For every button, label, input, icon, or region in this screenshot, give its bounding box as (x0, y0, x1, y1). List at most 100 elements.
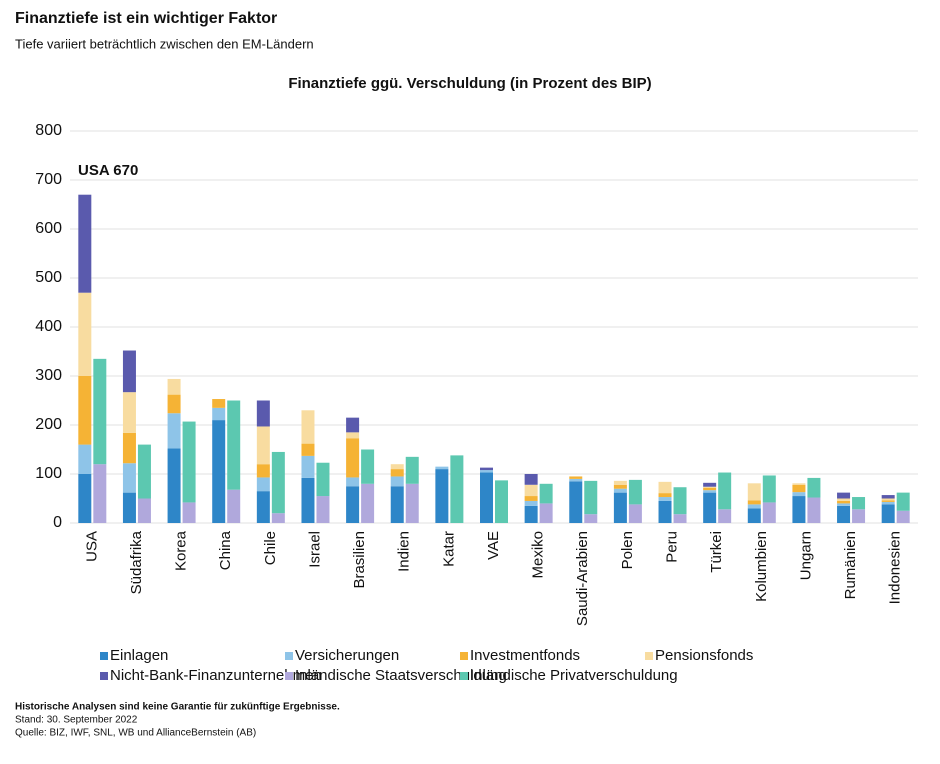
x-tick-label: Israel (306, 531, 323, 568)
bar-segment (613, 484, 627, 489)
bar-segment (628, 504, 642, 523)
bar-segment (271, 451, 285, 514)
y-tick-label: 600 (35, 220, 62, 237)
bar-segment (301, 410, 315, 444)
bar-segment (212, 407, 226, 421)
bar-segment (361, 449, 375, 484)
bar-segment (524, 500, 538, 506)
bar-segment (122, 463, 136, 493)
bar-segment (480, 467, 493, 471)
bar-segment (361, 483, 375, 523)
bar-segment (167, 413, 181, 449)
bar-segment (450, 455, 464, 523)
bar-segment (762, 475, 776, 503)
bar-segment (480, 470, 493, 473)
bar-segment (673, 514, 687, 523)
bar-segment (762, 502, 776, 523)
bar-segment (390, 486, 404, 523)
bar-segment (658, 497, 672, 501)
bar-segment (301, 477, 315, 523)
legend-label: Versicherungen (295, 647, 399, 664)
title: Finanztiefe ist ein wichtiger Faktor (15, 10, 277, 27)
bar-segment (122, 350, 136, 393)
legend-swatch (460, 672, 468, 680)
x-tick-label: Chile (262, 531, 279, 565)
bar-segment (137, 444, 151, 499)
bar-segment (495, 480, 508, 523)
chart-title: Finanztiefe ggü. Verschuldung (in Prozen… (288, 75, 651, 92)
legend-label: Inländische Staatsverschuldung (295, 667, 507, 684)
y-tick-label: 800 (35, 122, 62, 139)
bar-segment (837, 505, 851, 523)
bar-segment (613, 492, 627, 523)
bar-segment (881, 504, 895, 523)
bar-segment (390, 464, 404, 470)
bar-segment (807, 497, 821, 523)
legend-swatch (285, 672, 293, 680)
bar-segment (792, 484, 806, 493)
bar-segment (703, 486, 717, 488)
bar-segment (747, 508, 761, 523)
x-tick-label: Korea (173, 530, 190, 571)
bar-segment (346, 417, 360, 433)
bar-segment (301, 455, 315, 478)
bar-segment (896, 510, 910, 523)
y-tick-label: 500 (35, 269, 62, 286)
bar-segment (435, 469, 449, 523)
legend-label: Investmentfonds (470, 647, 580, 664)
y-tick-label: 300 (35, 367, 62, 384)
bar-segment (613, 480, 627, 485)
bar-segment (316, 496, 330, 523)
bar-segment (569, 478, 583, 482)
bar-segment (167, 448, 181, 523)
bar-segment (524, 484, 538, 497)
bar-segment (524, 474, 538, 485)
x-tick-label: Polen (619, 531, 636, 569)
bar-segment (137, 498, 151, 523)
bar-segment (792, 496, 806, 523)
bar-segment (182, 421, 196, 503)
bar-segment (703, 482, 717, 487)
annotation: USA 670 (78, 162, 138, 179)
legend-label: Pensionsfonds (655, 647, 753, 664)
bar-segment (122, 492, 136, 523)
bar-segment (78, 474, 92, 523)
bar-segment (792, 492, 806, 497)
bar-segment (390, 476, 404, 487)
x-tick-label: USA (83, 531, 100, 562)
bar-segment (524, 496, 538, 501)
bar-segment (747, 500, 761, 505)
bar-segment (837, 500, 851, 504)
bar-segment (405, 483, 419, 523)
bar-segment (852, 509, 866, 523)
x-tick-label: Indien (396, 531, 413, 572)
bar-segment (122, 432, 136, 464)
bar-segment (435, 466, 449, 470)
bar-segment (673, 487, 687, 515)
bar-segment (167, 378, 181, 395)
bar-segment (390, 469, 404, 477)
bar-segment (212, 399, 226, 408)
x-tick-label: Rumänien (842, 531, 859, 599)
x-tick-label: Mexiko (530, 531, 547, 579)
bar-segment (78, 194, 92, 293)
y-tick-label: 100 (35, 465, 62, 482)
x-tick-label: Peru (663, 531, 680, 563)
bar-segment (837, 498, 851, 501)
bar-segment (256, 400, 270, 427)
bar-segment (346, 477, 360, 487)
x-tick-label: Südafrika (128, 530, 145, 594)
bar-segment (703, 492, 717, 523)
x-tick-label: Ungarn (797, 531, 814, 580)
bar-segment (584, 514, 598, 523)
bar-segment (881, 501, 895, 505)
bar-segment (256, 426, 270, 465)
bar-segment (78, 376, 92, 445)
x-tick-label: China (217, 530, 234, 570)
bar-segment (837, 503, 851, 506)
bar-segment (182, 502, 196, 523)
bar-segment (524, 505, 538, 523)
y-tick-label: 0 (53, 514, 62, 531)
bar-segment (316, 462, 330, 497)
